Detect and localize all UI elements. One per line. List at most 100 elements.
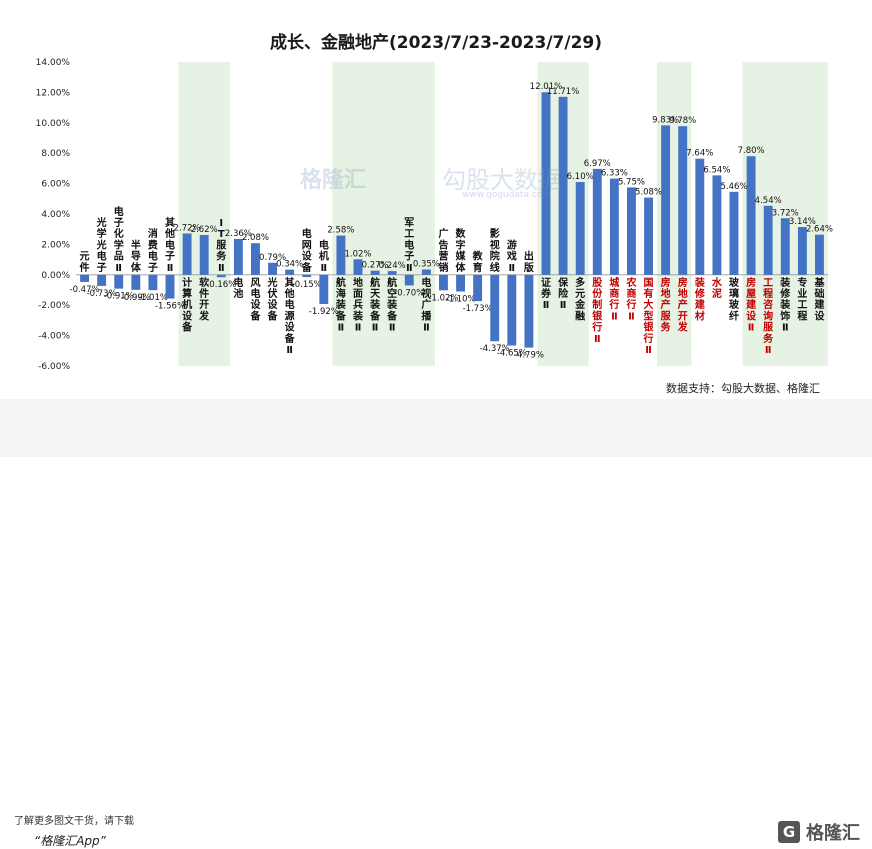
bar <box>678 126 688 275</box>
category-label: 航天装备 Ⅱ <box>369 276 381 334</box>
data-label: 2.72% <box>174 223 201 233</box>
data-label: 3.72% <box>772 208 799 218</box>
bar <box>165 274 175 299</box>
chart-title: 成长、金融地产(2023/7/23-2023/7/29) <box>269 33 603 53</box>
bar <box>644 197 653 275</box>
data-label: -0.15% <box>292 280 322 290</box>
y-tick-label: 0.00% <box>41 271 70 281</box>
category-label: 房地产开发 <box>677 276 689 334</box>
watermark-url: www.gogudata.com <box>462 190 552 200</box>
data-label: 6.97% <box>584 159 611 169</box>
category-label: 软件开发 <box>198 276 210 323</box>
data-label: 6.33% <box>601 169 628 179</box>
category-label: 基础建设 <box>813 276 825 323</box>
y-tick-label: 6.00% <box>41 180 70 190</box>
category-label: 航空装备 Ⅱ <box>386 276 398 334</box>
category-label: 专业工程 <box>797 276 807 323</box>
bar <box>473 274 483 302</box>
data-label: 1.02% <box>344 249 371 259</box>
category-label: 出版 <box>524 250 534 274</box>
data-label: -1.56% <box>155 302 185 312</box>
bar <box>541 92 551 275</box>
category-label: 证券 Ⅱ <box>540 277 552 311</box>
data-label: 2.08% <box>242 233 269 243</box>
watermark-brand: 格隆汇 <box>300 168 367 193</box>
bar <box>797 227 807 275</box>
data-label: 6.54% <box>703 165 730 175</box>
category-label: 电视广播 Ⅱ <box>421 276 432 334</box>
bar <box>456 274 465 292</box>
footer: 了解更多图文干货，请下载 “格隆汇App” G 格隆汇 <box>0 399 872 848</box>
data-label: 2.62% <box>191 225 218 235</box>
bar <box>285 269 295 275</box>
data-label: 9.83% <box>652 115 679 125</box>
category-label: I T 服务 Ⅱ <box>216 218 227 274</box>
category-label: 广告营销 <box>438 227 448 274</box>
bar <box>661 125 671 275</box>
category-label: 其他电子 Ⅱ <box>164 216 175 274</box>
data-label: -4.37% <box>480 344 510 354</box>
bar <box>780 218 790 275</box>
category-label: 股份制银行 Ⅱ <box>591 277 603 345</box>
watermark-data-brand: 勾股大数据 <box>442 166 562 194</box>
category-label: 装修建材 <box>694 276 706 323</box>
data-label: 0.35% <box>413 259 440 269</box>
category-label: 影视院线 <box>490 228 500 274</box>
bar <box>712 175 722 275</box>
category-label: 电池 <box>233 276 243 300</box>
category-label: 光伏设备 <box>267 276 279 323</box>
bar <box>131 274 141 290</box>
app-name[interactable]: “格隆汇App” <box>34 834 106 848</box>
category-label: 房地产服务 <box>661 276 672 334</box>
bar <box>182 233 192 275</box>
category-label: 风电设备 <box>249 277 261 323</box>
category-label: 电子化学品 Ⅱ <box>114 205 124 274</box>
data-label: -1.02% <box>428 293 458 303</box>
category-label: 元件 <box>80 251 90 274</box>
bar <box>80 274 89 282</box>
data-label: -0.91% <box>104 292 134 302</box>
y-tick-label: 8.00% <box>41 149 70 159</box>
y-tick-label: -4.00% <box>38 332 70 342</box>
category-label: 游戏 Ⅱ <box>506 238 517 273</box>
category-label: 水泥 <box>711 276 723 300</box>
category-label: 消费电子 <box>148 227 158 274</box>
bar <box>490 274 500 342</box>
category-label: 工程咨询服务 Ⅱ <box>763 278 774 356</box>
data-label: 0.24% <box>379 261 406 271</box>
category-label: 电机 Ⅱ <box>319 238 329 273</box>
bar-chart: 14.00% 12.00% 10.00% 8.00% 6.00% 4.00% 2.00% 0.… <box>36 58 833 372</box>
bar <box>729 191 739 275</box>
data-label: 5.75% <box>618 177 645 187</box>
category-label: 地面兵装 Ⅱ <box>352 276 363 334</box>
data-label: 11.71% <box>547 87 579 97</box>
data-label: 2.58% <box>327 226 354 236</box>
data-label: 2.36% <box>225 229 252 239</box>
category-label: 数字媒体 <box>455 227 467 274</box>
bar <box>763 205 773 275</box>
bar <box>439 274 448 291</box>
data-label: -4.65% <box>497 348 527 358</box>
category-label: 房屋建设 Ⅱ <box>745 276 757 334</box>
bar <box>199 234 209 275</box>
category-label: 保险 Ⅱ <box>557 276 569 311</box>
bar <box>558 96 568 275</box>
data-label: -0.70% <box>394 288 424 298</box>
bar <box>336 235 346 275</box>
category-label: 装修装饰 Ⅱ <box>779 276 791 334</box>
category-label: 半导体 <box>131 238 142 273</box>
bar <box>251 243 260 275</box>
data-label: -1.73% <box>463 304 493 314</box>
bar <box>319 274 329 304</box>
bar <box>404 274 414 286</box>
data-label: 5.08% <box>635 188 662 198</box>
data-label: 7.64% <box>686 149 713 159</box>
data-label: 5.46% <box>720 182 747 192</box>
y-tick-label: -6.00% <box>38 362 70 372</box>
gelonghui-logo: G 格隆汇 <box>778 819 860 845</box>
data-label: 2.64% <box>806 225 833 235</box>
bar <box>353 259 363 275</box>
data-label: 12.01% <box>530 82 562 92</box>
bar <box>575 182 585 275</box>
bar <box>815 234 824 275</box>
